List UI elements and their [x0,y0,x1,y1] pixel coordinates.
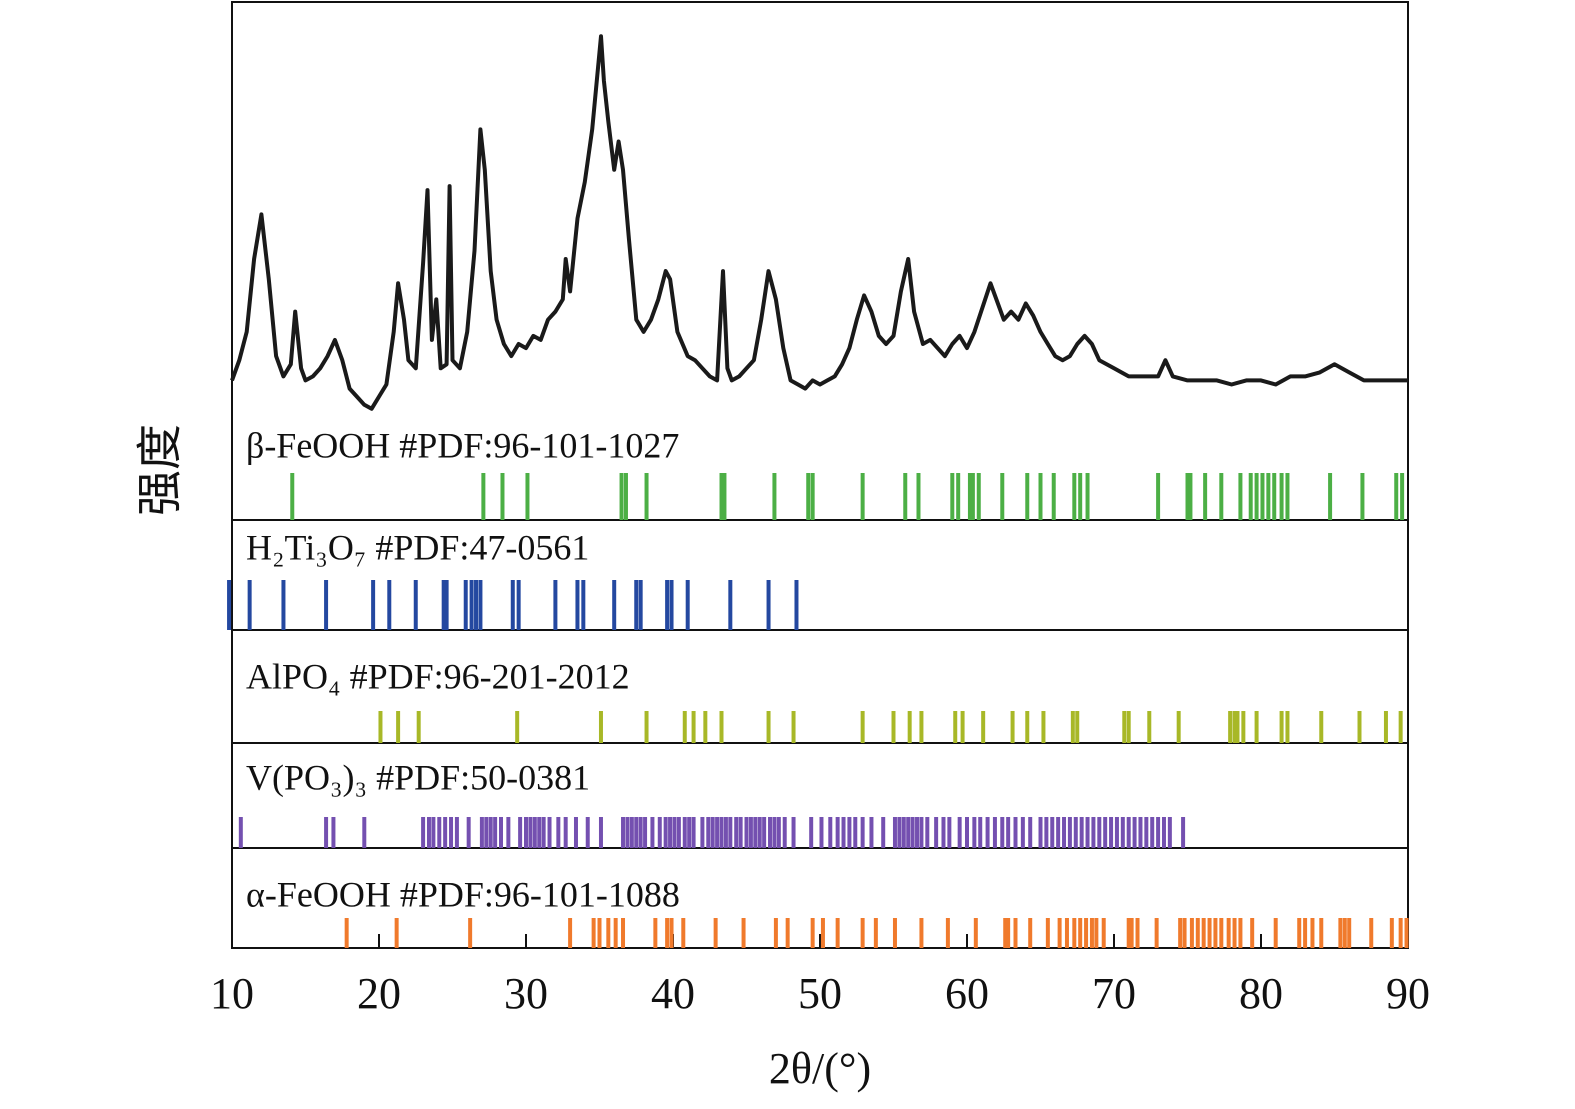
x-tick-label: 40 [651,969,695,1018]
x-tick-label: 30 [504,969,548,1018]
reference-label: α-FeOOH #PDF:96-101-1088 [246,874,680,914]
reference-label: V(PO₃)₃ #PDF:50-0381 [246,757,590,797]
plot-frame [231,1,1409,949]
x-tick-label: 20 [357,969,401,1018]
reference-label: H₂Ti₃O₇ #PDF:47-0561 [246,527,589,567]
xrd-pattern [230,34,1408,411]
x-axis-title: 2θ/(°) [769,1044,871,1093]
reference-label: AlPO₄ #PDF:96-201-2012 [246,656,630,696]
x-tick-label: 90 [1386,969,1430,1018]
y-axis-title: 强度 [135,424,186,516]
x-tick-label: 70 [1092,969,1136,1018]
reference-label: β-FeOOH #PDF:96-101-1027 [246,425,679,465]
x-tick-label: 50 [798,969,842,1018]
x-tick-label: 80 [1239,969,1283,1018]
x-tick-label: 60 [945,969,989,1018]
x-tick-label: 10 [210,969,254,1018]
